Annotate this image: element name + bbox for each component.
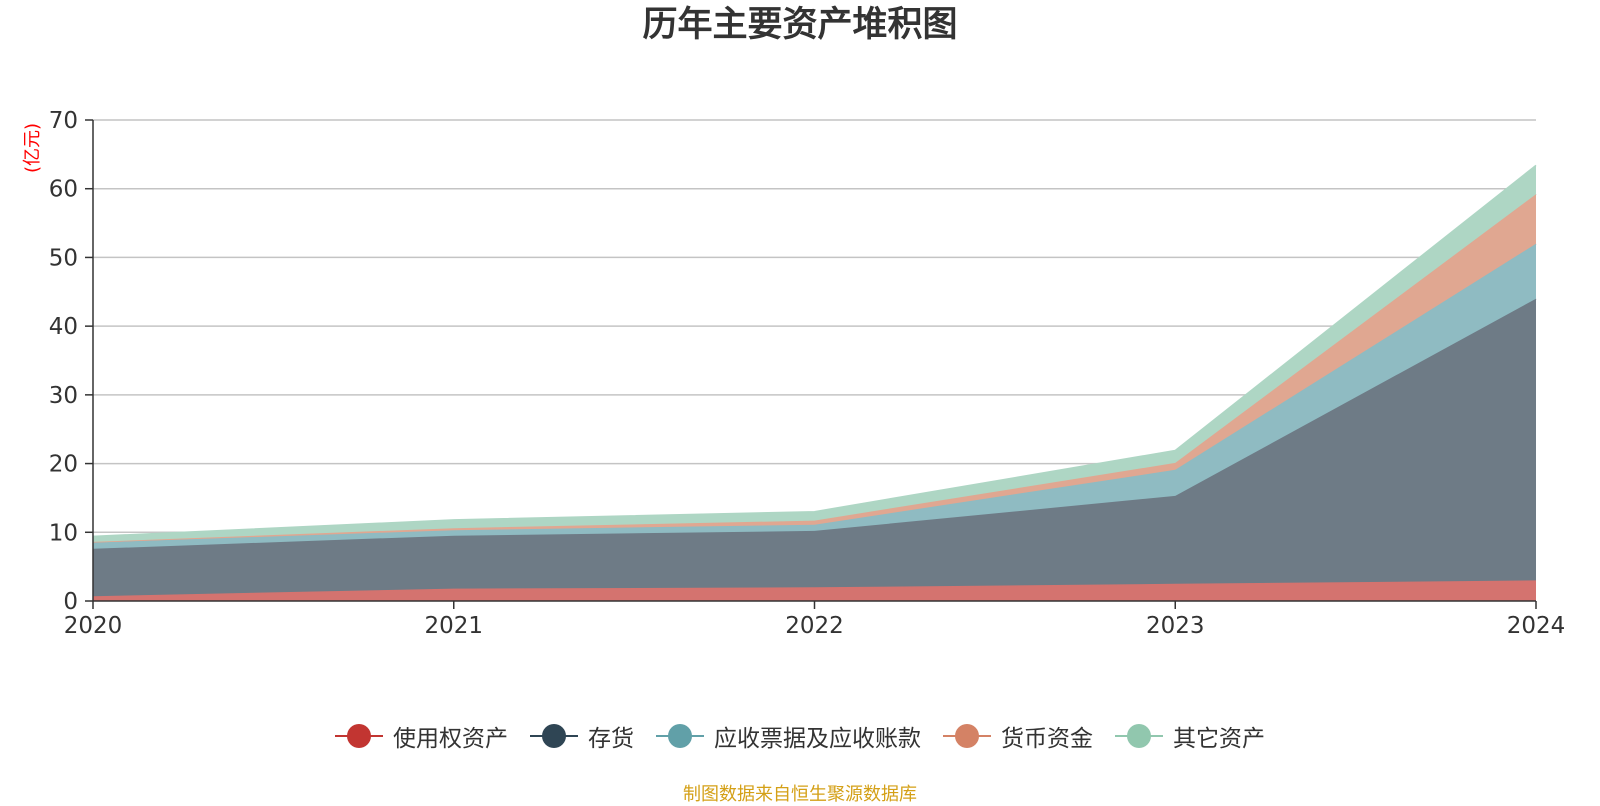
legend-item-1[interactable]: 存货 <box>530 719 634 753</box>
area-series-edge-4 <box>92 164 1537 538</box>
legend-label: 使用权资产 <box>393 726 508 752</box>
legend-dot-icon <box>1127 724 1151 748</box>
area-series-0 <box>93 580 1536 601</box>
y-tick-label: 70 <box>49 108 78 134</box>
y-tick-label: 10 <box>49 520 78 546</box>
legend-dot-icon <box>955 724 979 748</box>
grid-lines <box>93 119 1536 534</box>
legend-marker-icon <box>530 724 578 748</box>
legend-label: 应收票据及应收账款 <box>714 726 921 752</box>
legend-marker-icon <box>656 724 704 748</box>
area-series-2 <box>93 243 1536 549</box>
y-axis-unit-label: (亿元) <box>22 123 43 173</box>
legend-label: 存货 <box>588 726 634 752</box>
legend-dot-icon <box>347 724 371 748</box>
legend: 使用权资产 存货 应收票据及应收账款 货币资金 其它资产 <box>0 718 1600 754</box>
x-tick-label: 2024 <box>1507 613 1566 639</box>
x-tick-label: 2022 <box>785 613 844 639</box>
x-tick-label: 2023 <box>1146 613 1205 639</box>
y-tick-label: 30 <box>49 383 78 409</box>
y-tick-label: 0 <box>63 589 78 615</box>
y-tick-label: 20 <box>49 452 78 478</box>
legend-label: 其它资产 <box>1173 726 1265 752</box>
area-series-1 <box>93 298 1536 597</box>
legend-marker-icon <box>335 724 383 748</box>
legend-item-4[interactable]: 其它资产 <box>1115 719 1265 753</box>
legend-item-0[interactable]: 使用权资产 <box>335 719 508 753</box>
legend-label: 货币资金 <box>1001 726 1093 752</box>
area-series-group <box>92 164 1537 601</box>
axes: 0 10 20 30 40 50 60 70 2020 2021 2022 2023 2024 <box>49 108 1566 639</box>
y-tick-label: 40 <box>49 314 78 340</box>
x-tick-label: 2021 <box>424 613 483 639</box>
legend-dot-icon <box>542 724 566 748</box>
data-source-note: 制图数据来自恒生聚源数据库 <box>683 784 917 805</box>
legend-marker-icon <box>1115 724 1163 748</box>
chart-title: 历年主要资产堆积图 <box>642 5 957 45</box>
legend-dot-icon <box>668 724 692 748</box>
legend-item-2[interactable]: 应收票据及应收账款 <box>656 719 921 753</box>
legend-item-3[interactable]: 货币资金 <box>943 719 1093 753</box>
y-tick-label: 50 <box>49 245 78 271</box>
y-tick-label: 60 <box>49 177 78 203</box>
x-tick-label: 2020 <box>64 613 123 639</box>
legend-marker-icon <box>943 724 991 748</box>
